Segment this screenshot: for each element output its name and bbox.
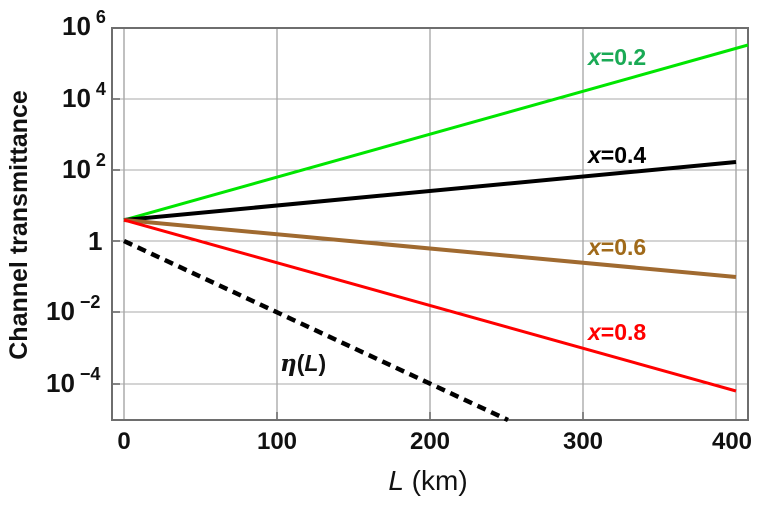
x-gridlines [123,28,737,420]
svg-text:10−4: 10 −4 [46,364,100,398]
svg-text:106: 10 6 [62,7,106,41]
series-x0.8-line [123,218,737,393]
series-eta-line [123,238,509,423]
label-x0.2: x=0.2 [586,44,646,70]
plot-frame [111,27,749,421]
series-x0.4-line [123,160,737,222]
label-x0.6: x=0.6 [586,234,646,260]
y-axis-title: Channel transmittance [5,90,33,360]
svg-text:102: 10 2 [62,150,106,184]
svg-text:300: 300 [563,428,603,455]
series-x0.6-line [123,218,737,279]
x-axis-title: L (km) [388,465,467,496]
svg-text:400: 400 [712,428,752,455]
svg-text:0: 0 [117,428,130,455]
label-eta: η(L) [280,350,326,377]
svg-text:100: 100 [257,428,297,455]
svg-text:1: 1 [88,226,102,256]
x-tick-labels: 0 100 200 300 400 [117,428,752,455]
svg-text:200: 200 [410,428,450,455]
tick-marks [112,98,584,420]
label-x0.8: x=0.8 [586,319,646,345]
series-lines [123,43,749,423]
svg-text:104: 10 4 [62,79,106,113]
label-x0.4: x=0.4 [586,142,646,168]
series-x0.2-line [123,43,749,222]
y-tick-labels: 10 6 10 4 10 2 1 10 −2 10 −4 [46,7,106,398]
svg-text:10−2: 10 −2 [46,292,100,326]
